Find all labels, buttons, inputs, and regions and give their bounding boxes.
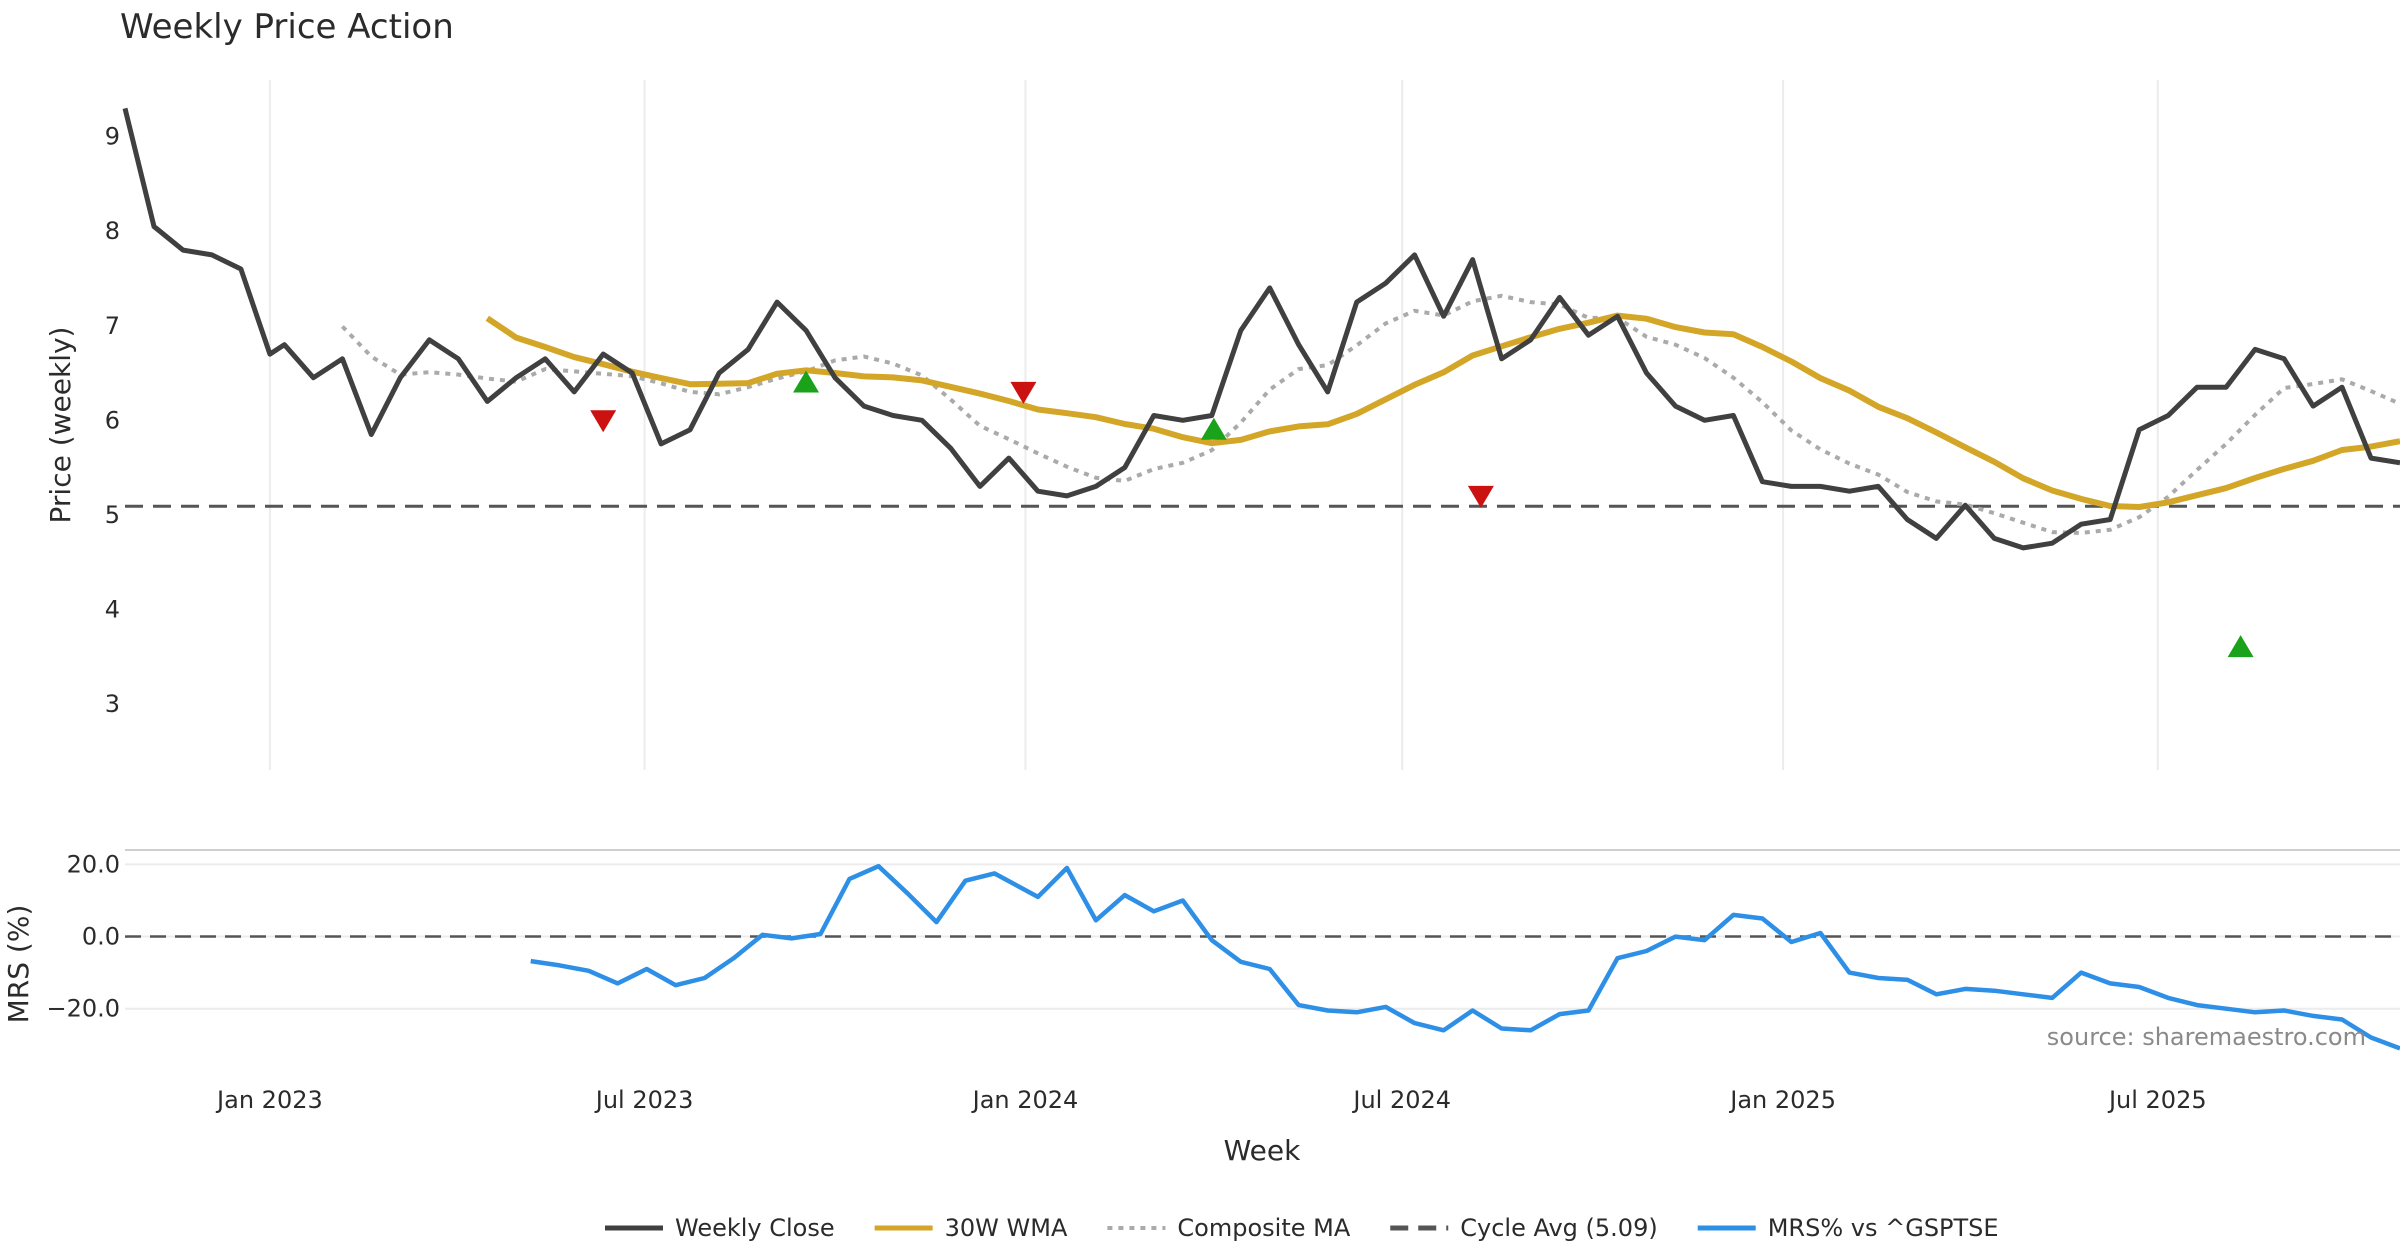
wma-30w-line <box>485 312 2400 510</box>
x-tick-label: Jan 2025 <box>1728 1086 1836 1114</box>
x-tick-label: Jul 2025 <box>2107 1086 2207 1114</box>
sell-signal-marker <box>1010 381 1037 404</box>
signal-markers <box>590 370 2254 658</box>
price-gridlines <box>268 80 2159 770</box>
mrs-line <box>530 863 2400 1051</box>
x-tick-label: Jul 2024 <box>1351 1086 1451 1114</box>
buy-signal-marker <box>2227 635 2254 658</box>
x-tick-label: Jan 2023 <box>215 1086 323 1114</box>
price-y-tick-label: 8 <box>105 217 120 245</box>
mrs-y-tick-label: 0.0 <box>82 923 120 951</box>
x-tick-label: Jul 2023 <box>594 1086 694 1114</box>
price-y-tick-label: 5 <box>105 501 120 529</box>
price-y-tick-label: 3 <box>105 690 120 718</box>
legend-label: 30W WMA <box>945 1214 1068 1242</box>
price-y-axis-title: Price (weekly) <box>44 327 77 524</box>
legend-label: Cycle Avg (5.09) <box>1460 1214 1657 1242</box>
mrs-panel: 20.0 0.0 −20.0 MRS (%) source: sharemaestr… <box>2 849 2400 1051</box>
buy-signal-marker <box>1200 417 1227 440</box>
legend-item-composite: Composite MA <box>1107 1214 1351 1242</box>
composite-ma-line <box>340 293 2400 535</box>
legend-label: Weekly Close <box>675 1214 835 1242</box>
legend-item-cycle: Cycle Avg (5.09) <box>1390 1214 1658 1242</box>
sell-signal-marker <box>590 410 617 433</box>
legend-item-wma: 30W WMA <box>874 1214 1068 1242</box>
price-panel: 3 4 5 6 7 8 9 Price (weekly) <box>44 80 2400 770</box>
price-y-tick-label: 6 <box>105 406 120 434</box>
price-y-tick-label: 7 <box>105 312 120 340</box>
legend-label: MRS% vs ^GSPTSE <box>1768 1214 1999 1242</box>
mrs-y-tick-label: 20.0 <box>67 850 120 878</box>
price-y-ticks: 3 4 5 6 7 8 9 <box>105 123 120 718</box>
mrs-y-axis-title: MRS (%) <box>2 905 35 1024</box>
chart-title: Weekly Price Action <box>120 7 454 47</box>
legend-item-mrs: MRS% vs ^GSPTSE <box>1697 1214 1999 1242</box>
x-tick-label: Jan 2024 <box>971 1086 1079 1114</box>
source-label: source: sharemaestro.com <box>2047 1023 2366 1051</box>
sell-signal-marker <box>1467 485 1494 508</box>
price-y-tick-label: 4 <box>105 595 120 623</box>
price-y-tick-label: 9 <box>105 123 120 151</box>
mrs-y-ticks: 20.0 0.0 −20.0 <box>46 850 120 1022</box>
legend-label: Composite MA <box>1177 1214 1350 1242</box>
buy-signal-marker <box>793 370 820 393</box>
legend-item-close: Weekly Close <box>605 1214 835 1242</box>
x-axis-title: Week <box>1224 1134 1301 1167</box>
weekly-close-line <box>122 107 2400 551</box>
x-axis-ticks: Jan 2023 Jul 2023 Jan 2024 Jul 2024 Jan 2025… <box>215 1086 2207 1114</box>
mrs-y-tick-label: −20.0 <box>46 995 120 1023</box>
legend: Weekly Close 30W WMA Composite MA Cycle Avg… <box>605 1214 1999 1242</box>
